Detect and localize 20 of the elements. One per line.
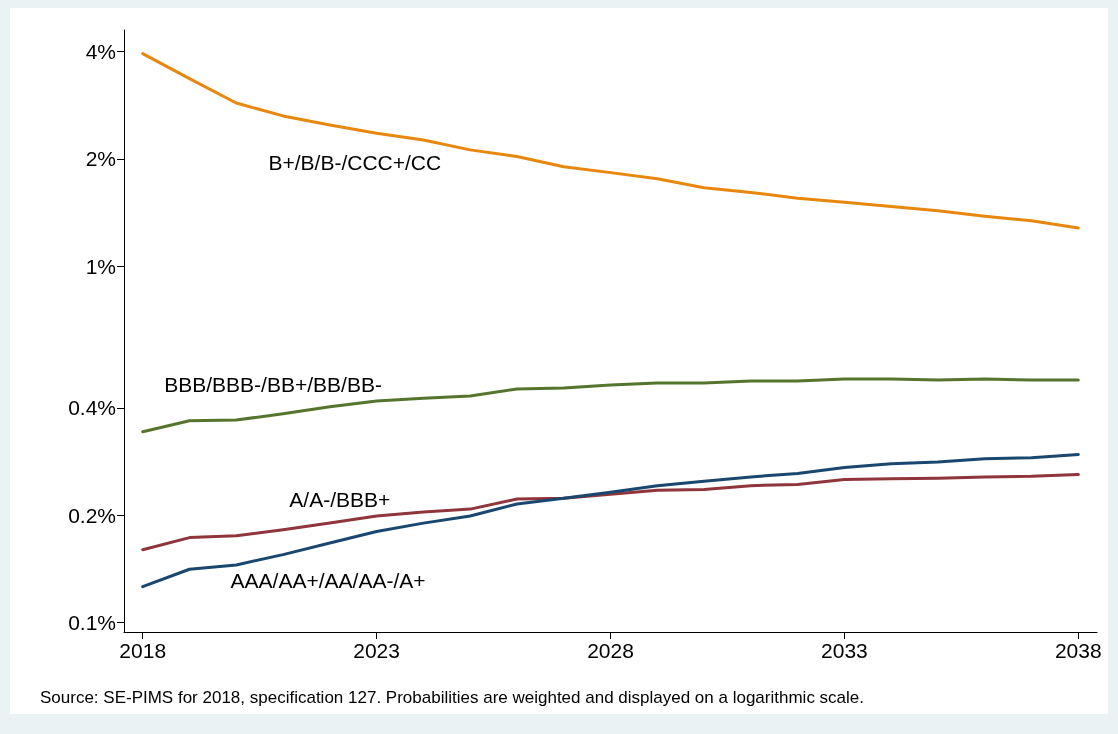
- series-label: B+/B/B-/CCC+/CC: [268, 150, 442, 174]
- series-label: BBB/BBB-/BB+/BB/BB-: [164, 372, 382, 396]
- line-series: [141, 377, 1080, 434]
- line-series: [141, 453, 1080, 589]
- x-tick-label: 2033: [821, 639, 868, 662]
- series-label: AAA/AA+/AA/AA-/A+: [230, 568, 426, 592]
- x-tick-label: 2038: [1054, 639, 1102, 662]
- line-series: [141, 52, 1080, 230]
- source-note: Source: SE-PIMS for 2018, specification 127. Probabilities are weighted and displayed on a logarithmic scale.: [40, 688, 865, 708]
- x-tick-label: 2023: [353, 639, 400, 662]
- y-tick-label: 0.4%: [68, 396, 116, 420]
- series-label: A/A-/BBB+: [289, 488, 391, 512]
- line-series: [141, 473, 1080, 552]
- y-tick-label: 0.2%: [68, 503, 116, 527]
- x-tick-label: 2018: [119, 639, 167, 662]
- y-tick-label: 0.1%: [68, 610, 116, 634]
- y-tick-label: 4%: [85, 40, 116, 64]
- y-tick-label: 1%: [85, 254, 116, 278]
- x-tick-label: 2028: [587, 639, 634, 662]
- y-tick-label: 2%: [85, 147, 116, 171]
